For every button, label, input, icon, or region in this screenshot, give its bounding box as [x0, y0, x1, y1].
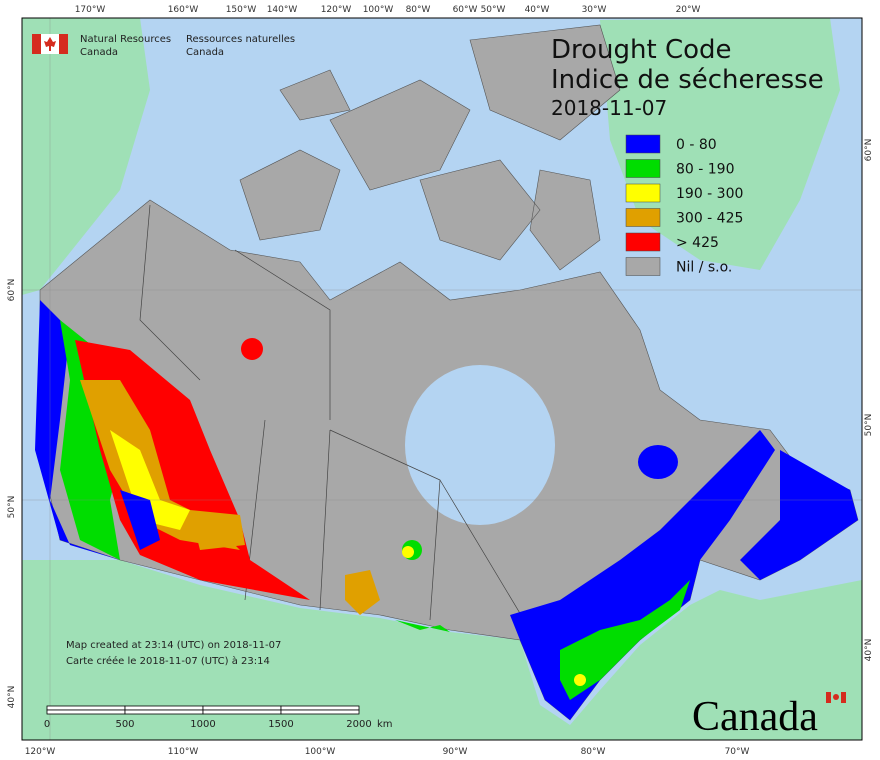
longitude-label: 50°W	[481, 5, 506, 15]
latitude-label: 40°N	[864, 639, 874, 662]
scale-segment	[46, 705, 126, 711]
legend-label: 0 - 80	[676, 137, 717, 153]
org-en: Canada	[80, 47, 118, 58]
hudson-bay	[405, 365, 555, 525]
latitude-label: 50°N	[7, 496, 17, 519]
legend-swatch	[625, 208, 661, 227]
longitude-label: 80°W	[581, 747, 606, 757]
map-title: Indice de sécheresse	[551, 65, 824, 95]
latitude-label: 60°N	[7, 279, 17, 302]
scale-label: 1000	[190, 719, 215, 730]
scale-segment	[46, 709, 126, 715]
legend-swatch	[625, 134, 661, 154]
alaska	[22, 18, 150, 295]
nrcan-logo: Natural Resources Canada Ressources natu…	[32, 34, 295, 58]
united-states	[22, 560, 862, 740]
longitude-label: 60°W	[453, 5, 478, 15]
drought-areas	[35, 300, 858, 720]
longitude-label: 160°W	[168, 5, 199, 15]
wordmark: Canada	[692, 694, 818, 740]
scale-label: 0	[44, 719, 50, 730]
flag-bar	[32, 34, 41, 54]
longitude-label: 150°W	[226, 5, 257, 15]
longitude-label: 120°W	[25, 747, 56, 757]
graticule-lines	[22, 18, 862, 740]
scale-segment	[124, 709, 204, 715]
legend-label: Nil / s.o.	[676, 260, 732, 276]
map-title: Drought Code	[551, 35, 732, 65]
legend-swatch	[625, 257, 661, 276]
scale-label: 2000	[346, 719, 371, 730]
longitude-label: 20°W	[676, 5, 701, 15]
latitude-label: 50°N	[864, 414, 874, 437]
org-fr: Ressources naturelles	[186, 34, 295, 45]
map-body	[22, 18, 862, 740]
org-fr: Canada	[186, 47, 224, 58]
scale-label: 1500	[268, 719, 293, 730]
canada-wordmark: Canada	[692, 692, 846, 740]
longitude-label: 170°W	[75, 5, 106, 15]
longitude-label: 40°W	[525, 5, 550, 15]
legend: 0 - 80 80 - 190 190 - 300 300 - 425 > 425 Nil…	[625, 134, 743, 276]
longitude-label: 70°W	[725, 747, 750, 757]
longitude-label: 120°W	[321, 5, 352, 15]
note: Carte créée le 2018-11-07 (UTC) à 23:14	[66, 655, 270, 667]
longitude-label: 80°W	[406, 5, 431, 15]
scale-segment	[202, 705, 282, 711]
scale-segment	[124, 705, 204, 711]
arctic-islands	[239, 24, 621, 271]
legend-label: > 425	[676, 235, 719, 251]
legend-swatch	[625, 183, 661, 203]
longitude-label: 90°W	[443, 747, 468, 757]
latitude-label: 60°N	[864, 139, 874, 162]
legend-label: 190 - 300	[676, 186, 743, 202]
flag-bar	[841, 692, 846, 703]
scale-segment	[280, 705, 360, 711]
flag-bar	[826, 692, 831, 703]
scale-bar: 0 500 1000 1500 2000 km	[44, 705, 393, 730]
map-frame	[21, 17, 863, 741]
legend-label: 300 - 425	[676, 211, 743, 227]
maple-leaf	[833, 694, 839, 700]
note: Map created at 23:14 (UTC) on 2018-11-07	[66, 640, 281, 651]
scale-unit: km	[377, 719, 393, 730]
latitude-label: 40°N	[7, 686, 17, 709]
greenland	[600, 18, 840, 270]
legend-label: 80 - 190	[676, 162, 735, 178]
scale-segment	[202, 709, 282, 715]
provincial-borders	[139, 204, 531, 631]
longitude-label: 100°W	[305, 747, 336, 757]
longitude-label: 100°W	[363, 5, 394, 15]
longitude-label: 140°W	[267, 5, 298, 15]
graticule-labels: 170°W 160°W 150°W 140°W 120°W 100°W 80°W 60°W 50…	[7, 5, 874, 757]
scale-label: 500	[115, 719, 134, 730]
longitude-label: 110°W	[168, 747, 199, 757]
legend-swatch	[625, 159, 661, 178]
map-date: 2018-11-07	[551, 96, 667, 120]
flag-bar	[59, 34, 68, 54]
legend-swatch	[625, 232, 661, 252]
scale-segment	[280, 709, 360, 715]
longitude-label: 30°W	[582, 5, 607, 15]
org-en: Natural Resources	[80, 34, 171, 45]
maple-leaf	[44, 37, 56, 51]
